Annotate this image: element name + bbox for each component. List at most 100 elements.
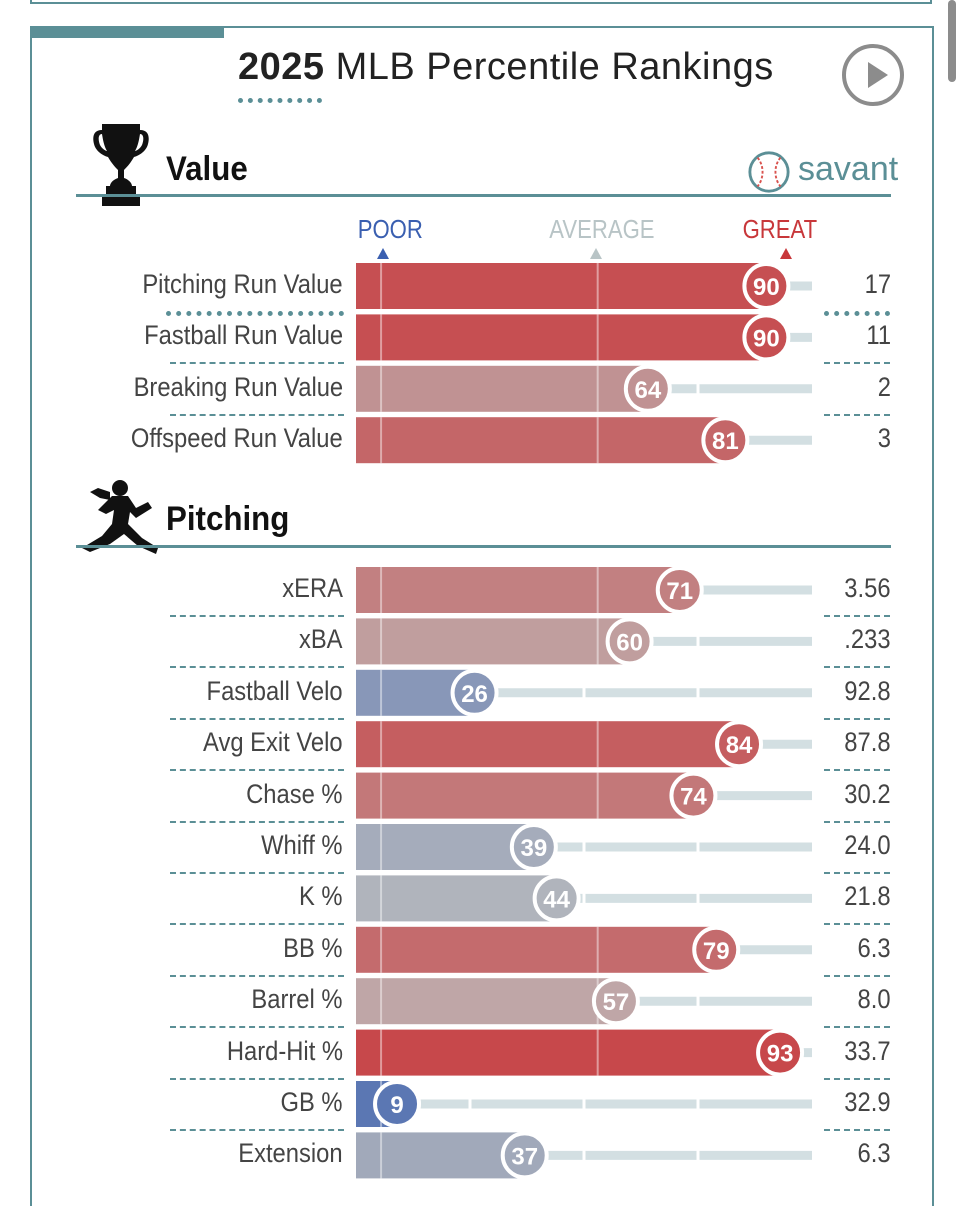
row-separator-left-value-2 (170, 413, 344, 416)
row-separator-right-pitching-4 (824, 820, 890, 823)
scale-label-average: AVERAGE (549, 214, 655, 244)
row-separator-right-pitching-7 (824, 974, 890, 977)
page-title: 2025 MLB Percentile Rankings (238, 46, 774, 89)
percentile-marker-pitching-7[interactable] (692, 925, 741, 974)
metric-name-pitching-9: Hard-Hit % (226, 1035, 343, 1066)
scrollbar-thumb[interactable] (948, 0, 956, 82)
metric-name-pitching-10: GB % (280, 1087, 343, 1117)
percentile-marker-pitching-6[interactable] (532, 874, 581, 923)
row-separator-left-pitching-4 (170, 820, 344, 823)
metric-value-pitching-5: 24.0 (844, 830, 891, 860)
great-marker-icon (780, 248, 792, 259)
metric-value-pitching-3: 87.8 (844, 727, 891, 758)
metric-value-pitching-8: 8.0 (857, 984, 891, 1015)
percentile-marker-value-3[interactable] (701, 416, 750, 465)
percentile-bar-value-2[interactable] (356, 365, 648, 412)
metric-name-value-0: Pitching Run Value (142, 269, 343, 299)
metric-name-pitching-11: Extension (238, 1138, 343, 1169)
play-icon[interactable] (842, 44, 904, 106)
percentile-label-value-1: 90 (753, 325, 780, 352)
row-separator-right-value-2 (824, 413, 890, 416)
row-separator-right-pitching-2 (824, 717, 890, 720)
row-separator-right-pitching-0 (824, 615, 890, 617)
row-separator-right-value-1 (824, 362, 890, 365)
row-separator-right-pitching-9 (824, 1077, 890, 1080)
metric-value-value-2: 2 (877, 371, 891, 402)
percentile-label-pitching-7: 79 (703, 938, 730, 965)
row-separator-right-value-0 (824, 311, 890, 316)
section-title-pitching: Pitching (166, 500, 290, 538)
percentile-bar-pitching-1[interactable] (356, 618, 630, 665)
percentile-bar-pitching-11[interactable] (356, 1132, 525, 1179)
percentile-marker-value-0[interactable] (742, 262, 791, 310)
card-tab-accent (30, 26, 224, 38)
percentile-bar-pitching-6[interactable] (356, 875, 557, 922)
scale-label-great: GREAT (742, 214, 818, 244)
row-separator-left-pitching-8 (170, 1026, 344, 1029)
percentile-bar-pitching-3[interactable] (356, 721, 740, 768)
metric-name-pitching-5: Whiff % (261, 830, 343, 860)
metric-name-pitching-0: xERA (282, 573, 343, 603)
percentile-label-pitching-6: 44 (543, 886, 570, 913)
previous-card-edge (30, 0, 932, 4)
row-separator-left-pitching-2 (170, 717, 344, 720)
metric-value-value-1: 11 (866, 320, 891, 351)
percentile-marker-pitching-10[interactable] (373, 1080, 422, 1128)
percentile-bar-value-0[interactable] (356, 263, 767, 309)
percentile-marker-pitching-11[interactable] (500, 1131, 549, 1180)
percentile-label-pitching-1: 60 (616, 629, 643, 656)
pitcher-icon (82, 480, 158, 554)
metric-value-pitching-10: 32.9 (844, 1087, 891, 1117)
percentile-marker-pitching-5[interactable] (509, 823, 558, 871)
percentile-bar-pitching-7[interactable] (356, 926, 717, 973)
row-separator-left-pitching-1 (170, 666, 344, 669)
percentile-bar-pitching-8[interactable] (356, 978, 616, 1025)
row-separator-right-pitching-6 (824, 923, 890, 926)
percentile-bar-pitching-0[interactable] (356, 567, 680, 613)
metric-value-pitching-4: 30.2 (844, 778, 891, 809)
percentile-marker-pitching-1[interactable] (605, 617, 654, 666)
scale-label-poor: POOR (357, 214, 423, 244)
percentile-bar-pitching-9[interactable] (356, 1029, 781, 1076)
row-separator-left-value-1 (170, 362, 344, 365)
metric-name-pitching-1: xBA (299, 624, 343, 655)
percentile-label-pitching-4: 74 (680, 784, 707, 811)
brand-name: savant (798, 150, 899, 188)
row-separator-right-pitching-3 (824, 769, 890, 772)
percentile-label-pitching-2: 26 (461, 681, 488, 708)
percentile-bar-pitching-4[interactable] (356, 772, 694, 819)
percentile-label-value-0: 90 (753, 274, 780, 301)
percentile-marker-pitching-3[interactable] (715, 720, 764, 769)
baseball-icon (748, 151, 790, 193)
percentile-card (30, 26, 934, 1206)
poor-marker-icon (377, 248, 389, 259)
percentile-marker-value-2[interactable] (623, 364, 672, 413)
percentile-bar-value-3[interactable] (356, 417, 726, 464)
metric-value-pitching-1: .233 (844, 624, 891, 655)
percentile-marker-value-1[interactable] (742, 313, 791, 362)
metric-name-pitching-3: Avg Exit Velo (203, 727, 343, 758)
trophy-icon (93, 124, 149, 206)
percentile-label-pitching-10: 9 (390, 1092, 403, 1119)
metric-value-pitching-2: 92.8 (844, 675, 891, 706)
section-title-value: Value (166, 150, 248, 188)
percentile-label-pitching-9: 93 (767, 1041, 794, 1068)
metric-value-value-3: 3 (877, 423, 891, 454)
metric-value-pitching-9: 33.7 (844, 1035, 891, 1066)
section-divider-value (76, 194, 891, 197)
percentile-marker-pitching-9[interactable] (756, 1028, 805, 1077)
metric-name-value-3: Offspeed Run Value (131, 423, 343, 454)
section-divider-pitching (76, 545, 891, 548)
row-separator-left-pitching-7 (170, 974, 344, 977)
percentile-label-value-2: 64 (634, 377, 661, 404)
percentile-marker-pitching-4[interactable] (669, 771, 718, 820)
percentile-label-pitching-11: 37 (511, 1143, 538, 1170)
metric-name-value-1: Fastball Run Value (144, 320, 343, 351)
percentile-marker-pitching-2[interactable] (450, 668, 499, 717)
row-separator-right-pitching-8 (824, 1026, 890, 1029)
percentile-bar-pitching-5[interactable] (356, 824, 534, 870)
title-year: 2025 (238, 46, 325, 88)
percentile-bar-value-1[interactable] (356, 314, 767, 361)
percentile-marker-pitching-8[interactable] (591, 977, 640, 1026)
percentile-marker-pitching-0[interactable] (655, 566, 704, 614)
